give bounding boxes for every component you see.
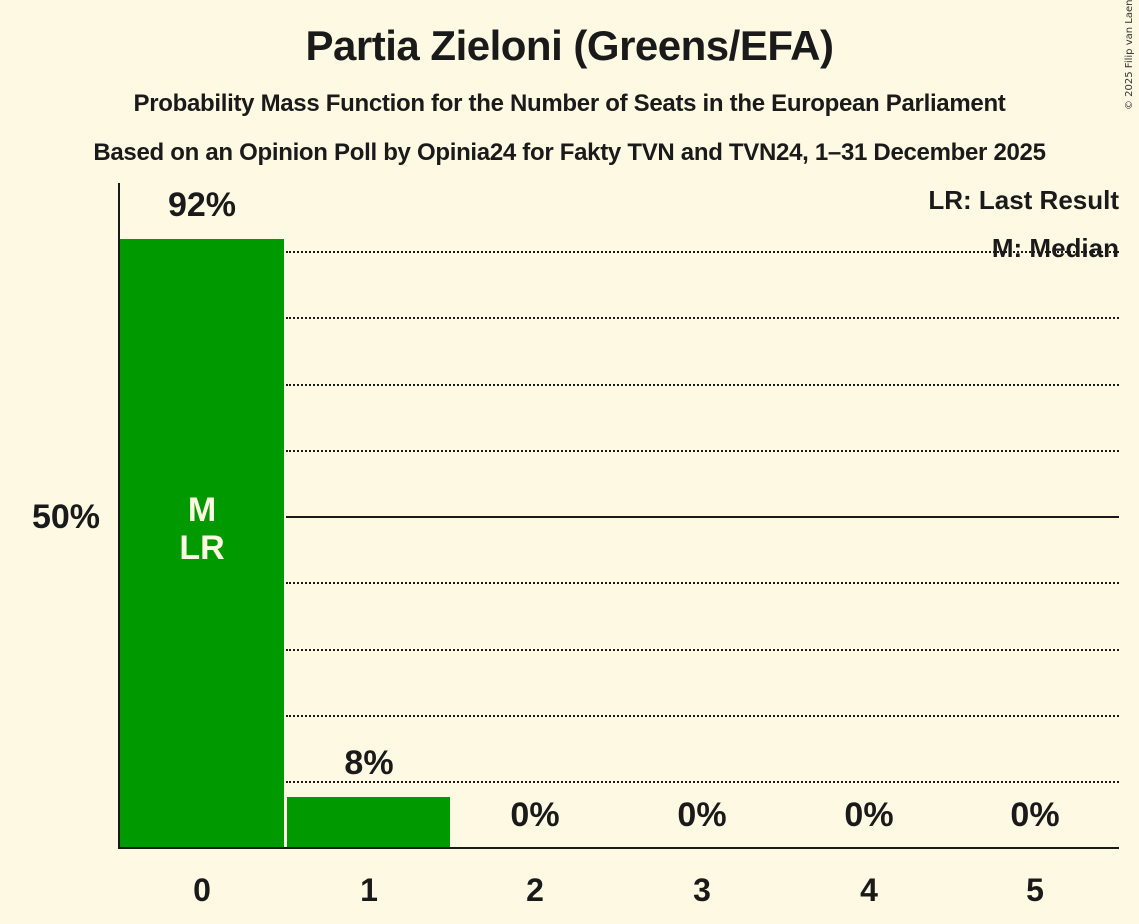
x-tick-2: 2	[526, 872, 544, 908]
gridline-40	[286, 582, 1119, 584]
chart-source: Based on an Opinion Poll by Opinia24 for…	[93, 139, 1046, 166]
value-label-0: 92%	[167, 186, 237, 224]
gridline-80	[286, 317, 1119, 319]
y-tick-50: 50%	[31, 498, 100, 536]
gridline-50	[286, 516, 1119, 518]
value-label-2: 0%	[510, 796, 560, 834]
legend-last-result: LR: Last Result	[928, 185, 1119, 215]
value-label-3: 0%	[677, 796, 727, 834]
bar-seats-0	[120, 239, 284, 847]
y-axis	[118, 183, 120, 849]
value-label-5: 0%	[1010, 796, 1060, 834]
legend-median: M: Median	[991, 233, 1119, 263]
x-tick-1: 1	[360, 872, 378, 908]
last-result-marker: LR	[179, 529, 225, 567]
chart-subtitle: Probability Mass Function for the Number…	[133, 90, 1006, 117]
bar-seats-1	[287, 797, 450, 847]
gridline-10	[286, 781, 1119, 783]
gridline-60	[286, 450, 1119, 452]
chart-title: Partia Zieloni (Greens/EFA)	[305, 22, 834, 69]
value-label-1: 8%	[344, 744, 394, 782]
gridline-30	[286, 649, 1119, 651]
value-label-4: 0%	[844, 796, 894, 834]
x-tick-4: 4	[860, 872, 878, 908]
x-tick-5: 5	[1026, 872, 1044, 908]
x-axis	[118, 847, 1119, 849]
gridline-20	[286, 715, 1119, 717]
median-marker: M	[187, 491, 217, 529]
x-tick-0: 0	[193, 872, 211, 908]
gridline-90	[286, 251, 1119, 253]
gridline-70	[286, 384, 1119, 386]
x-tick-3: 3	[693, 872, 711, 908]
